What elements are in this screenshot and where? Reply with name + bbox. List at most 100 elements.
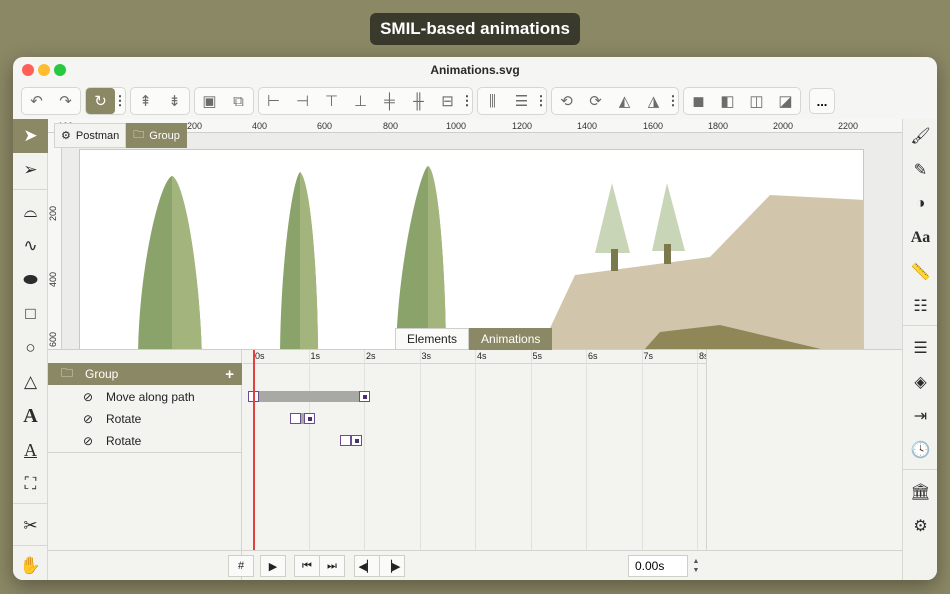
keyframe-end[interactable] [350,435,362,446]
align-options-icon[interactable]: ⋮ [460,93,474,108]
app-window: Animations.svg ↶ ↷ ↻ ⋮ ⇞ ⇟ ▣ ⧉ ⊢ ⊣ ⊤ ⊥ ╪… [13,57,937,580]
keyframe-start[interactable] [289,413,301,424]
exclude-icon[interactable]: ◪ [778,93,793,110]
align-center-v-icon[interactable]: ╫ [413,92,424,110]
ruler-icon[interactable]: 📏 [910,264,931,281]
previous-keyframe-button[interactable]: ◀▏ [354,555,380,577]
keyframe-start[interactable] [339,435,351,446]
typography-icon[interactable]: Aa [910,229,931,246]
distribute-options-icon[interactable]: ⋮ [534,93,548,108]
grid-toggle-button[interactable]: # [228,555,254,577]
circle-tool-icon[interactable]: ○ [25,338,36,357]
align-center-h-icon[interactable]: ╪ [384,92,395,110]
timeline-second-label: 0s [255,351,265,361]
distribute-v-icon[interactable]: ☰ [514,93,529,110]
close-window-button[interactable] [22,64,34,76]
ellipse-tool-icon[interactable]: ⬬ [23,270,38,289]
align-right-icon[interactable]: ⊣ [295,93,310,110]
crop-tool-icon[interactable]: ⛶ [24,474,37,493]
intersect-icon[interactable]: ◫ [749,93,764,110]
rectangle-tool-icon[interactable]: □ [25,304,36,323]
hill-shape [540,195,863,349]
chevron-down-icon[interactable]: ▼ [692,567,700,574]
undo-icon[interactable]: ↶ [30,93,43,110]
union-icon[interactable]: ◼ [692,93,705,110]
canvas-area[interactable] [62,133,902,349]
artboard[interactable] [79,149,864,349]
lower-icon[interactable]: ⇟ [168,93,181,110]
tab-elements[interactable]: Elements [395,328,470,350]
settings-icon[interactable]: ⚙ [913,518,928,535]
scissors-tool-icon[interactable]: ✂ [23,516,38,535]
playhead[interactable] [253,350,255,550]
distribute-h-icon[interactable]: ⫼ [489,92,496,110]
play-button[interactable]: ▶ [260,555,286,577]
animation-duration-bar[interactable] [258,391,359,402]
list-item[interactable]: ⊘ Move along path [48,386,242,408]
subtract-icon[interactable]: ◧ [720,93,735,110]
go-to-end-button[interactable]: ⏭ [319,555,345,577]
export-icon[interactable]: ⇥ [913,408,928,425]
layers-icon[interactable]: ◈ [914,374,927,391]
freehand-tool-icon[interactable]: ∿ [23,236,38,255]
breadcrumb-postman[interactable]: ⚙ Postman [54,123,127,148]
text-tool-icon[interactable]: A [23,404,38,427]
hand-tool-icon[interactable]: ✋ [19,556,42,575]
time-input[interactable]: 0.00s [628,555,688,577]
timeline-second-label: 7s [643,351,654,361]
layer-group[interactable]: 🗀 Group + [48,363,242,385]
keyframe-end[interactable] [359,391,370,402]
next-keyframe-button[interactable]: ▕▶ [379,555,405,577]
flip-v-icon[interactable]: ◮ [647,93,660,110]
history-icon[interactable]: 🕓 [910,442,931,459]
minimize-window-button[interactable] [38,64,50,76]
fill-icon[interactable]: 🖌 [910,128,931,145]
history-group: ↶ ↷ [21,87,81,115]
library-icon[interactable]: 🏛 [910,484,931,501]
align-middle-icon[interactable]: ⊟ [441,93,454,110]
breadcrumb-group[interactable]: 🗀 Group [126,123,187,148]
snap-options-icon[interactable]: ⋮ [113,93,127,108]
group-icon[interactable]: ▣ [202,93,217,110]
add-animation-button[interactable]: + [225,365,234,383]
select-tool-icon[interactable]: ➤ [13,119,48,153]
list-item[interactable]: ⊘ Rotate [48,430,242,452]
ungroup-icon[interactable]: ⧉ [233,92,244,110]
more-button[interactable]: ... [809,88,835,114]
go-to-start-button[interactable]: ⏮ [294,555,320,577]
bezier-tool-icon[interactable]: ⌓ [23,202,38,221]
small-tree-2-trunk [664,244,671,264]
animation-icon: ⊘ [82,434,94,448]
flip-h-icon[interactable]: ◭ [618,93,631,110]
small-tree-1-crown [595,183,630,253]
polygon-tool-icon[interactable]: △ [23,372,38,391]
node-tool-icon[interactable]: ➢ [23,160,38,179]
rotate-ccw-icon[interactable]: ⟲ [560,93,573,110]
align-top-icon[interactable]: ⊤ [324,93,339,110]
small-tree-2-crown [652,183,685,251]
animation-duration-bar[interactable] [299,413,304,424]
stroke-icon[interactable]: ✎ [913,162,928,179]
snap-icon[interactable]: ↻ [86,88,115,114]
time-stepper[interactable]: ▲ ▼ [689,555,703,577]
transform-options-icon[interactable]: ⋮ [666,93,680,108]
redo-icon[interactable]: ↷ [59,93,72,110]
timeline-gridline [308,350,310,550]
align-left-icon[interactable]: ⊢ [266,93,281,110]
align-bottom-icon[interactable]: ⊥ [353,93,368,110]
timeline[interactable]: 0s 1s 2s 3s 4s 5s 6s 7s 8s [243,350,707,550]
chevron-up-icon[interactable]: ▲ [692,558,700,565]
raise-icon[interactable]: ⇞ [139,93,152,110]
opacity-icon[interactable]: ◑ [915,195,926,212]
timeline-gridline [641,350,643,550]
tab-animations[interactable]: Animations [469,328,553,350]
animation-icon: ⊘ [82,390,94,404]
list-item[interactable]: ⊘ Rotate [48,408,242,430]
text-path-tool-icon[interactable]: A [24,439,37,460]
rotate-cw-icon[interactable]: ⟳ [589,93,602,110]
list-icon[interactable]: ☰ [913,340,928,357]
keyframe-end[interactable] [303,413,315,424]
gear-icon: ⚙ [61,130,71,142]
zoom-window-button[interactable] [54,64,66,76]
comment-icon[interactable]: ☷ [913,298,928,315]
